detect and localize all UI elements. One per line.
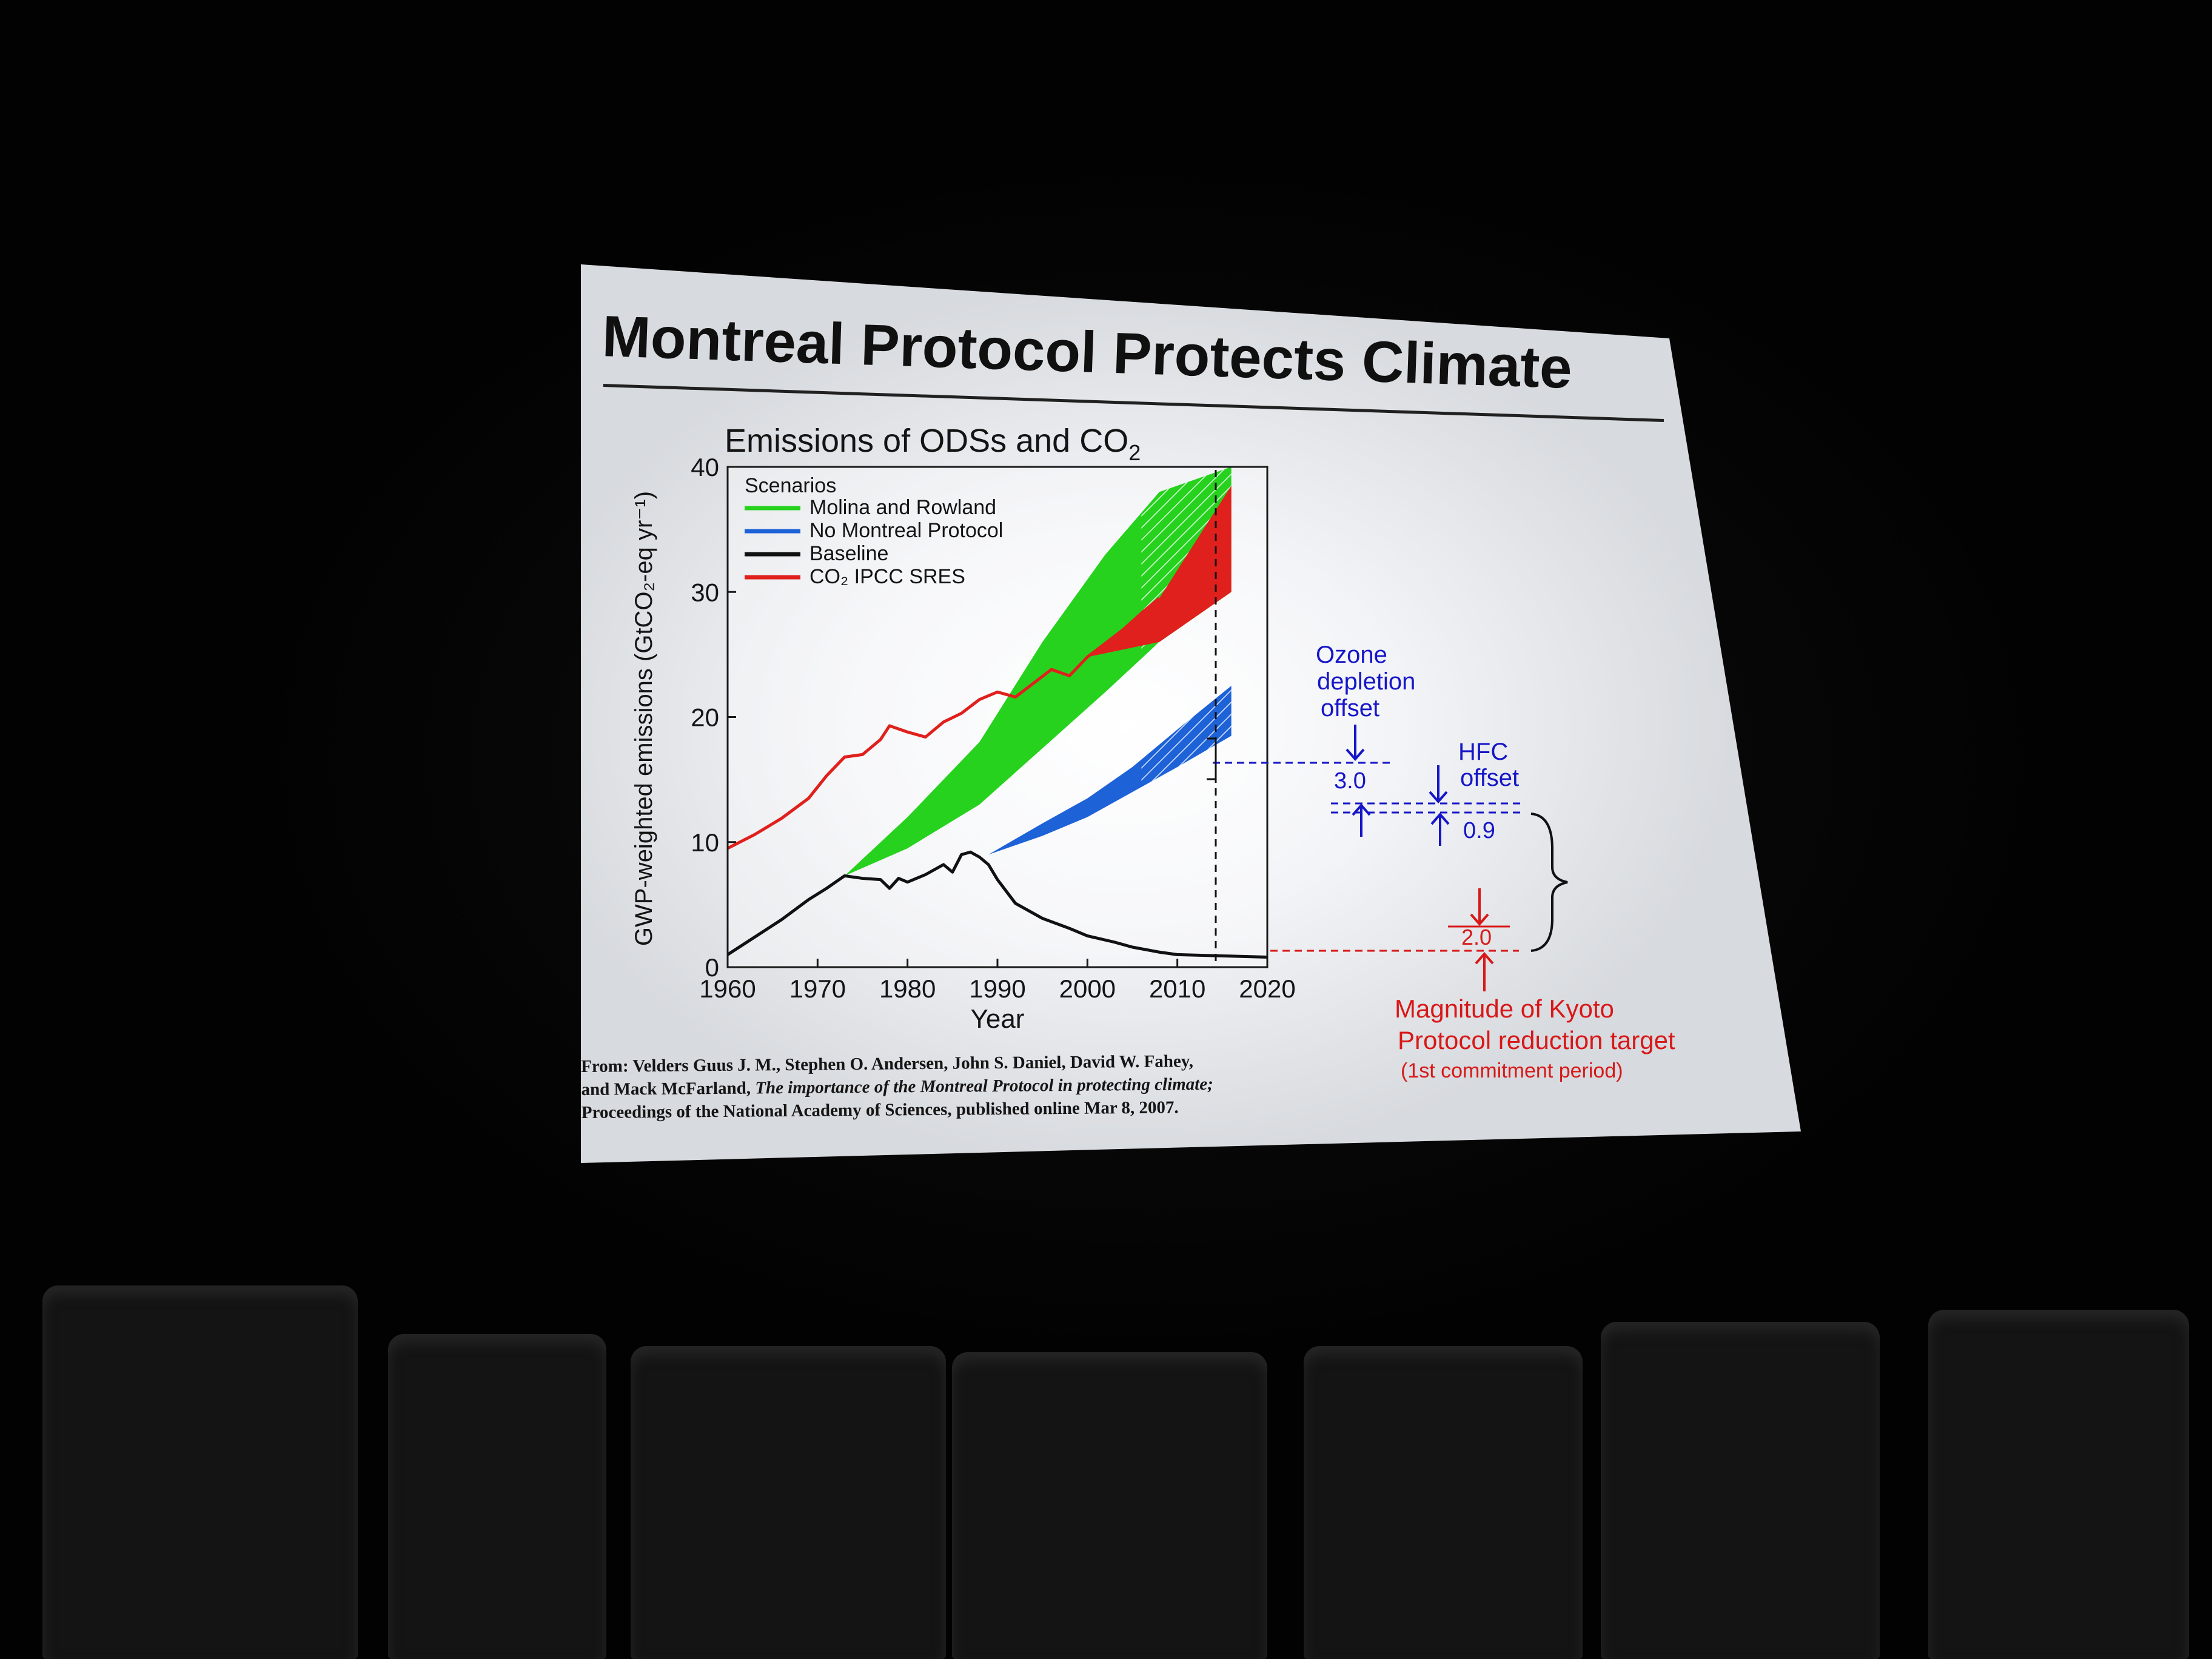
y-tick-label: 20 [691,703,719,732]
band-hatch-no-montreal-protocol [1141,685,1232,787]
kyoto-annotation-line2: Protocol reduction target [1398,1026,1675,1054]
seat [42,1285,358,1659]
chart-title-main: Emissions of ODSs and CO [725,423,1128,459]
ozone-annotation-line1: Ozone [1316,642,1387,668]
x-axis-label: Year [971,1004,1025,1034]
y-tick-label: 0 [705,953,719,982]
ozone-annotation-line2: depletion [1317,668,1415,695]
hfc-offset-value: 0.9 [1463,818,1495,843]
series-layer [728,467,1267,959]
citation-article-title: The importance of the Montreal Protocol … [755,1074,1213,1098]
citation: From: Velders Guus J. M., Stephen O. And… [581,1048,1400,1124]
plot-frame [726,466,1269,968]
ozone-offset-value: 3.0 [1334,768,1366,794]
legend-label-molina-and-rowland: Molina and Rowland [809,496,996,519]
co2-projection-fan [1087,485,1232,657]
y-axis-label: GWP-weighted emissions (GtCO₂-eq yr⁻¹) [631,491,657,946]
legend-label-baseline: Baseline [809,542,888,565]
chart-title-text: Emissions of ODSs and CO2 [725,423,1141,465]
seat [1601,1322,1880,1659]
seat [1304,1346,1583,1659]
seat [1928,1310,2189,1659]
x-tick-label: 1960 [699,974,756,1003]
seat [631,1346,946,1659]
series-line-co-ipcc-sres [728,597,1161,850]
y-tick-label: 10 [691,828,719,857]
series-line-baseline [728,850,1267,959]
auditorium-seats [0,1261,2212,1659]
ozone-annotation-line3: offset [1321,695,1379,722]
band-molina-and-rowland [844,467,1232,876]
offset-annotations: Ozone depletion offset 3.0 HFC offset 0.… [1207,642,1675,1082]
legend-title: Scenarios [745,474,836,497]
axis-ticks: 1960 1970 1980 1990 2000 2010 2020 0 10 20 30 40 [691,453,1295,1003]
seat [388,1334,606,1659]
hfc-annotation-line2: offset [1460,765,1519,791]
legend-label-no-montreal-protocol: No Montreal Protocol [809,519,1003,542]
y-tick-label: 40 [691,453,719,481]
x-tick-label: 2010 [1149,974,1205,1003]
x-tick-label: 2020 [1239,974,1295,1003]
hfc-annotation-line1: HFC [1458,739,1508,765]
kyoto-annotation-line3: (1st commitment period) [1401,1059,1623,1082]
projection-screen [581,264,1801,1163]
chart-title-subscript: 2 [1128,440,1141,465]
chart-title: Emissions of ODSs and CO2 [725,423,1141,465]
citation-authors: and Mack McFarland, [581,1078,751,1099]
seat [952,1352,1267,1659]
x-tick-label: 2000 [1059,974,1116,1003]
kyoto-target-value: 2.0 [1461,925,1492,950]
x-tick-label: 1990 [969,974,1025,1003]
x-tick-label: 1970 [789,974,846,1003]
y-tick-label: 30 [691,578,719,606]
legend-label-co-ipcc-sres: CO₂ IPCC SRES [809,565,965,588]
kyoto-annotation-line1: Magnitude of Kyoto [1395,994,1614,1023]
x-tick-label: 1980 [879,974,936,1003]
